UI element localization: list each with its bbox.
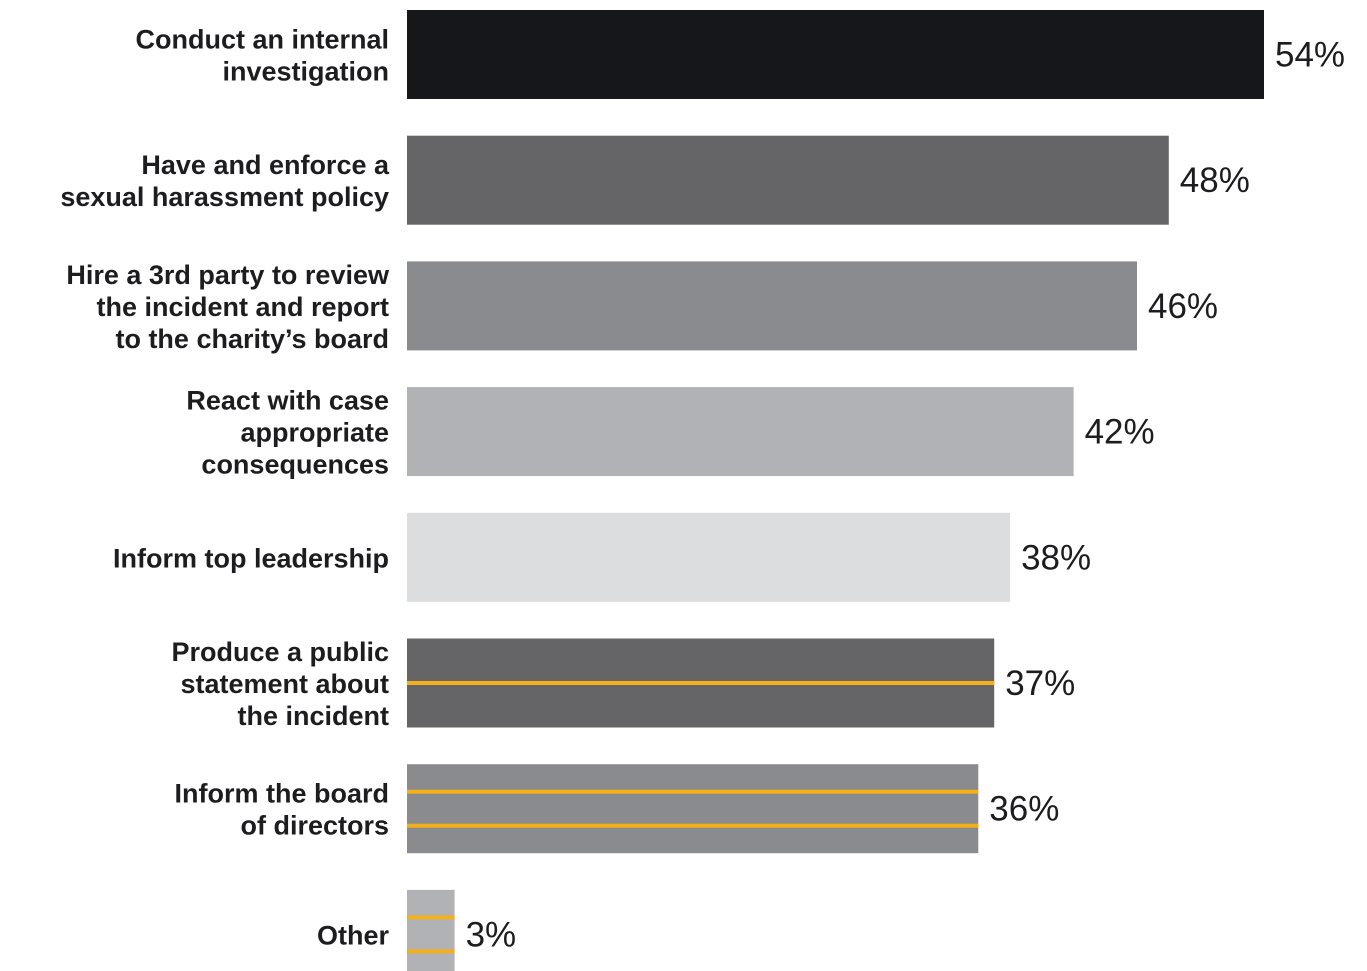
bar — [407, 135, 1169, 225]
category-label: to the charity’s board — [115, 324, 389, 354]
category-label: the incident and report — [96, 292, 389, 322]
bar — [407, 261, 1137, 351]
bar-stripe — [407, 915, 455, 920]
category-label: React with case — [186, 386, 389, 416]
category-label: Other — [317, 920, 390, 950]
category-label: Hire a 3rd party to review — [66, 260, 390, 290]
category-label: Produce a public — [171, 637, 389, 667]
value-label: 3% — [466, 915, 517, 954]
category-label: Inform top leadership — [113, 543, 389, 573]
bar — [407, 512, 1011, 602]
value-label: 42% — [1085, 413, 1155, 452]
category-label: Conduct an internal — [135, 25, 389, 55]
value-label: 36% — [989, 790, 1059, 829]
value-label: 38% — [1021, 538, 1091, 577]
bar-stripe — [407, 823, 979, 828]
value-label: 48% — [1180, 161, 1250, 200]
bar — [407, 889, 455, 971]
bar-stripe — [407, 949, 455, 954]
category-label: consequences — [201, 450, 389, 480]
bar — [407, 387, 1074, 477]
bar — [407, 10, 1264, 99]
value-label: 37% — [1005, 664, 1075, 703]
category-label: Inform the board — [175, 779, 390, 809]
category-label: Have and enforce a — [141, 150, 390, 180]
category-label: statement about — [180, 669, 389, 699]
category-label: sexual harassment policy — [60, 182, 389, 212]
category-label: appropriate — [240, 418, 389, 448]
category-label: investigation — [222, 57, 389, 87]
category-label: of directors — [240, 811, 389, 841]
value-label: 54% — [1275, 36, 1345, 75]
category-label: the incident — [237, 701, 389, 731]
value-label: 46% — [1148, 287, 1218, 326]
bar-stripe — [407, 789, 979, 794]
bar — [407, 764, 979, 854]
bar-stripe — [407, 681, 995, 685]
